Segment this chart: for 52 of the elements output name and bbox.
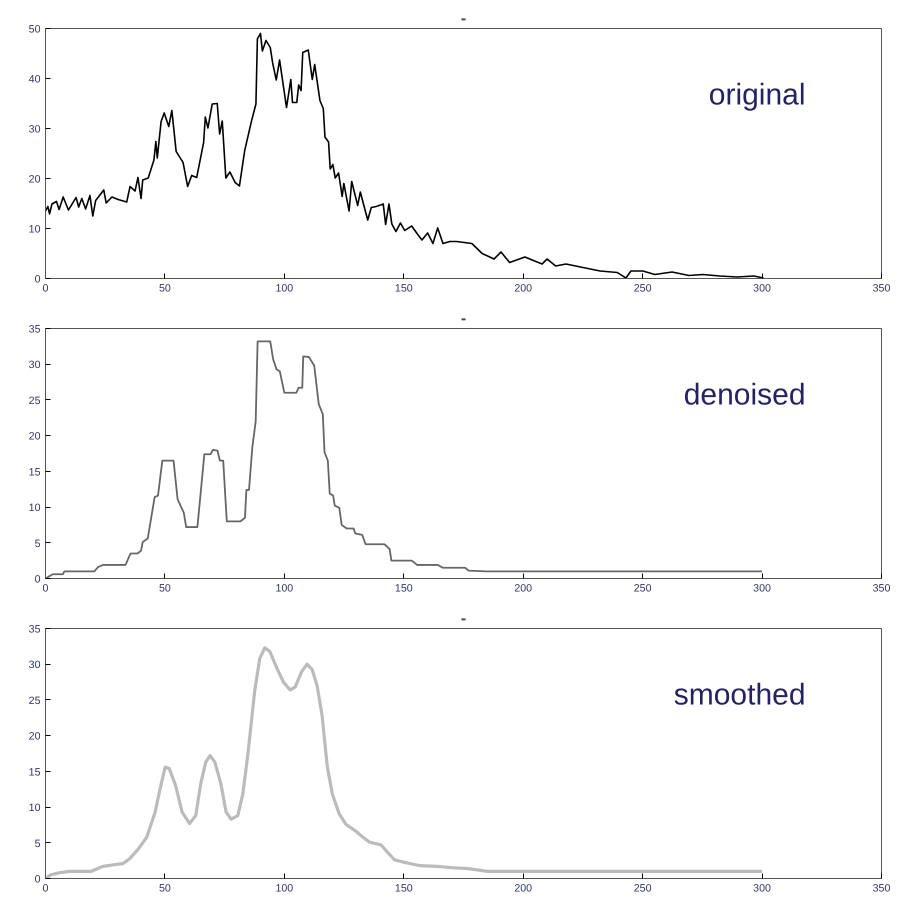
y-tick-label: 40 [28, 74, 41, 86]
x-tick-label: 250 [634, 282, 652, 294]
x-tick-label: 200 [514, 582, 532, 594]
y-tick-label: 10 [28, 502, 41, 514]
x-tick-label: 300 [753, 882, 772, 894]
y-tick-label: 35 [28, 324, 41, 336]
x-tick-label: 100 [275, 882, 294, 894]
x-tick-label: 300 [753, 582, 772, 594]
x-tick-label: 50 [159, 882, 171, 894]
x-tick-label: 50 [159, 282, 171, 294]
y-tick-label: 35 [28, 624, 41, 636]
y-tick-label: 0 [34, 874, 41, 886]
x-tick-label: 350 [872, 282, 890, 294]
x-tick-label: 150 [394, 282, 413, 294]
y-tick-label: 0 [34, 274, 41, 286]
y-tick-label: 0 [34, 574, 41, 586]
y-tick-label: 20 [28, 730, 41, 743]
chart-title: - [460, 10, 466, 28]
y-tick-label: 5 [34, 538, 41, 550]
annotation: smoothed [674, 678, 806, 712]
x-tick-label: 150 [394, 582, 413, 594]
y-tick-label: 10 [28, 224, 41, 236]
x-tick-label: 0 [42, 882, 49, 894]
y-tick-label: 30 [28, 659, 41, 672]
x-tick-label: 0 [42, 582, 49, 594]
chart-title: - [460, 310, 466, 328]
x-tick-label: 250 [634, 582, 652, 594]
x-tick-label: 100 [275, 282, 294, 294]
annotation: original [708, 78, 806, 112]
y-tick-label: 20 [28, 174, 41, 186]
y-tick-label: 30 [28, 124, 41, 136]
y-tick-label: 50 [28, 24, 41, 36]
x-tick-label: 200 [514, 882, 532, 894]
x-tick-label: 300 [753, 282, 772, 294]
annotation: denoised [684, 378, 806, 412]
y-tick-label: 10 [28, 802, 41, 814]
x-tick-label: 200 [514, 282, 532, 294]
y-tick-label: 15 [28, 466, 41, 478]
y-tick-label: 15 [28, 766, 41, 778]
y-tick-label: 5 [34, 838, 41, 850]
y-tick-label: 20 [28, 430, 41, 443]
y-tick-label: 25 [28, 394, 41, 407]
x-tick-label: 350 [872, 882, 890, 894]
x-tick-label: 150 [394, 882, 413, 894]
x-tick-label: 100 [275, 582, 294, 594]
x-tick-label: 350 [872, 582, 890, 594]
y-tick-label: 30 [28, 359, 41, 372]
chart-title: - [460, 610, 466, 628]
x-tick-label: 50 [159, 582, 171, 594]
x-tick-label: 250 [634, 882, 652, 894]
x-tick-label: 0 [42, 282, 49, 294]
y-tick-label: 25 [28, 694, 41, 707]
